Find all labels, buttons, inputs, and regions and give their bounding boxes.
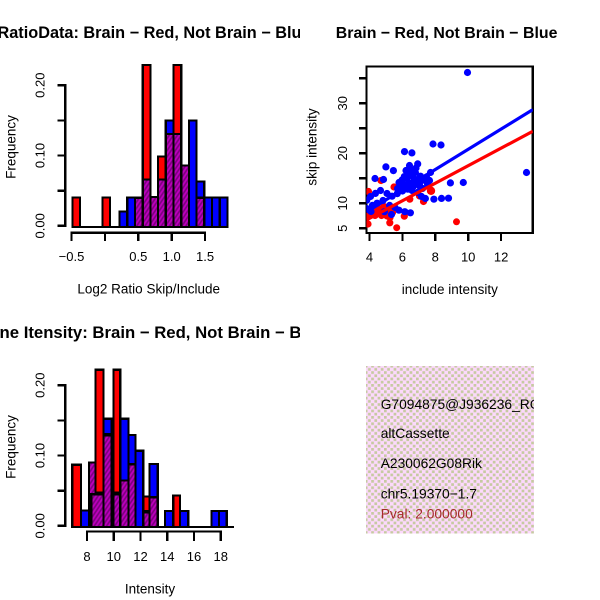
svg-text:1.0: 1.0 [163,249,181,264]
svg-text:LogRatioData: Brain − Red, Not: LogRatioData: Brain − Red, Not Brain − B… [0,24,311,42]
svg-text:A230062G08Rik: A230062G08Rik [381,456,482,471]
svg-text:10: 10 [461,250,475,265]
svg-text:Frequency: Frequency [4,115,19,179]
svg-text:Frequency: Frequency [4,415,19,479]
svg-text:include intensity: include intensity [402,282,498,297]
svg-text:0.10: 0.10 [33,143,48,168]
svg-text:0.20: 0.20 [33,73,48,98]
svg-text:0.10: 0.10 [33,443,48,468]
svg-text:18: 18 [214,549,228,564]
svg-text:Log2 Ratio Skip/Include: Log2 Ratio Skip/Include [77,282,220,297]
svg-text:12: 12 [494,250,508,265]
svg-text:0.5: 0.5 [129,249,147,264]
svg-text:16: 16 [187,549,201,564]
svg-text:0.20: 0.20 [33,373,48,398]
svg-text:5: 5 [335,225,350,232]
svg-text:G7094875@J936236_RC: G7094875@J936236_RC [381,397,540,412]
svg-text:1.5: 1.5 [196,249,214,264]
svg-text:Brain − Red, Not Brain − Blue: Brain − Red, Not Brain − Blue [336,25,558,42]
svg-text:14: 14 [160,549,174,564]
svg-text:8: 8 [432,250,439,265]
svg-text:12: 12 [133,549,147,564]
svg-text:10: 10 [335,196,350,210]
svg-text:altCassette: altCassette [381,426,450,441]
svg-text:30: 30 [335,96,350,110]
svg-text:6: 6 [399,250,406,265]
svg-text:Pval: 2.000000: Pval: 2.000000 [381,507,473,522]
svg-text:Gene Itensity: Brain − Red, No: Gene Itensity: Brain − Red, Not Brain − … [0,323,326,342]
svg-text:0.00: 0.00 [33,213,48,238]
svg-text:20: 20 [335,146,350,160]
svg-text:skip intensity: skip intensity [305,108,320,186]
svg-text:chr5.19370−1.7: chr5.19370−1.7 [381,487,477,502]
svg-text:4: 4 [366,250,373,265]
svg-text:−0.5: −0.5 [59,249,85,264]
svg-text:10: 10 [107,549,121,564]
svg-text:8: 8 [83,549,90,564]
svg-text:0.00: 0.00 [33,513,48,538]
svg-text:Intensity: Intensity [125,582,176,597]
